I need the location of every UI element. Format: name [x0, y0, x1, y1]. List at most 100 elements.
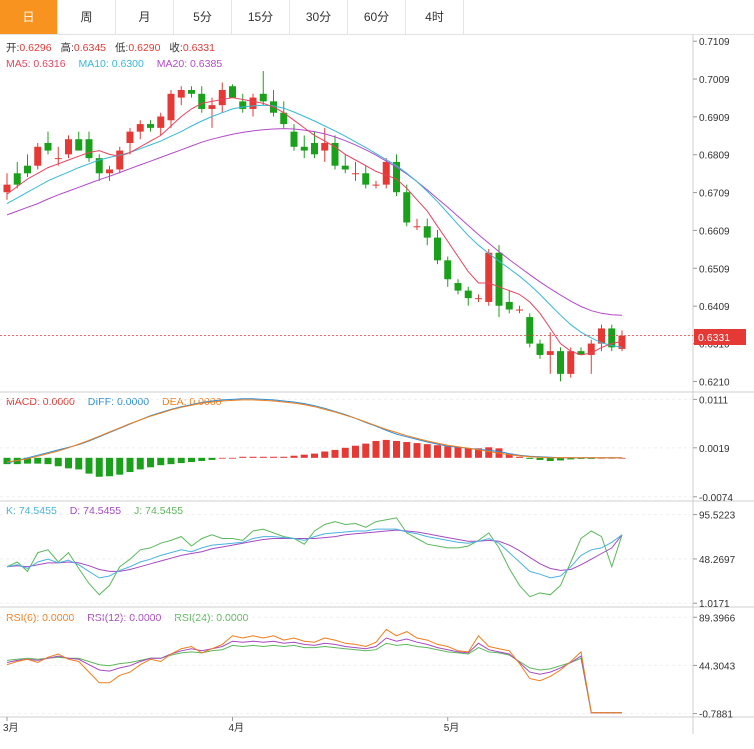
candle-body	[618, 335, 626, 349]
candle-body	[13, 173, 21, 185]
macd-bar	[382, 439, 390, 458]
candle-body	[300, 146, 308, 151]
candle-body	[362, 173, 370, 185]
candle-body	[485, 252, 493, 302]
macd-bar	[321, 451, 329, 458]
macd-dif-line	[6, 398, 622, 464]
candle-body	[106, 169, 113, 174]
candle-body	[464, 290, 472, 299]
macd-bar	[95, 457, 103, 477]
candle-body	[557, 351, 564, 374]
tab-7[interactable]: 4时	[406, 0, 464, 34]
macd-bar	[485, 447, 493, 458]
macd-bar	[505, 453, 513, 458]
kdj-tick-label: 1.0171	[699, 599, 730, 610]
candle-body	[116, 150, 124, 170]
macd-bar	[423, 444, 431, 458]
macd-bar	[444, 446, 452, 458]
macd-bar	[167, 457, 175, 465]
candle-body	[95, 158, 103, 174]
macd-bar	[393, 440, 400, 458]
candle-body	[198, 93, 206, 109]
price-tick-label: 0.6210	[699, 377, 730, 388]
candle-body	[24, 165, 31, 174]
candle-body	[382, 161, 390, 185]
macd-bar	[434, 445, 441, 458]
price-panel: 0.7109 0.7009 0.6909 0.6809 0.6709 0.6609 0.65…	[0, 37, 730, 388]
candle-body	[505, 301, 513, 310]
candle-body	[526, 317, 534, 344]
macd-bar	[454, 447, 462, 458]
kdj-j-line	[6, 517, 623, 598]
current-price-label: 0.6331	[698, 332, 730, 344]
candle-body	[188, 90, 195, 94]
candle-body	[567, 351, 575, 374]
price-tick-label: 0.7009	[699, 75, 730, 86]
macd-bar	[44, 457, 52, 465]
rsi24-line	[6, 642, 622, 714]
ma-legend: MA5: 0.6316 MA10: 0.6300 MA20: 0.6385	[6, 58, 222, 70]
kdj-panel: 95.5223 48.2697 1.0171	[0, 511, 736, 610]
kdj-legend: K: 74.5455 D: 74.5455 J: 74.5455	[6, 505, 183, 517]
price-tick-label: 0.6509	[699, 264, 730, 275]
candle-body	[341, 165, 349, 170]
macd-bar	[536, 457, 544, 460]
candle-body	[403, 192, 411, 223]
candle-body	[259, 93, 267, 102]
price-tick-label: 0.6809	[699, 151, 730, 162]
macd-dea-line	[6, 399, 622, 463]
macd-bar	[567, 457, 575, 460]
candle-body	[423, 226, 431, 238]
candle-body	[54, 158, 62, 160]
candle-body	[177, 90, 185, 98]
ma20-line	[6, 128, 623, 316]
macd-bar	[587, 457, 595, 459]
kdj-tick-label: 95.5223	[699, 511, 736, 522]
tab-2[interactable]: 月	[116, 0, 174, 34]
x-axis: 3月 4月 5月	[3, 717, 459, 734]
tab-4[interactable]: 15分	[232, 0, 290, 34]
macd-bar	[198, 457, 206, 461]
macd-bar	[372, 440, 380, 458]
candle-body	[249, 97, 257, 109]
ma10-line	[6, 104, 623, 348]
price-tick-label: 0.6609	[699, 226, 730, 237]
candle-body	[126, 131, 134, 143]
current-price-tag: 0.6331	[694, 329, 746, 345]
tab-3[interactable]: 5分	[174, 0, 232, 34]
candle-body	[516, 309, 523, 311]
macd-tick-label: -0.0074	[699, 493, 733, 504]
ohlc-legend: 开:0.6296 高:0.6345 低:0.6290 收:0.6331	[6, 41, 215, 54]
macd-bar	[352, 445, 359, 458]
tab-6[interactable]: 60分	[348, 0, 406, 34]
macd-bar	[259, 456, 267, 458]
macd-legend: MACD: 0.0000 DIFF: 0.0000 DEA: 0.0000	[6, 396, 222, 408]
price-tick-label: 0.7109	[699, 37, 730, 48]
macd-bar	[464, 448, 472, 458]
macd-bar	[475, 448, 482, 458]
candle-body	[546, 351, 554, 355]
candle-body	[454, 283, 462, 291]
macd-bar	[311, 453, 318, 458]
kdj-tick-label: 48.2697	[699, 555, 736, 566]
rsi-panel: 89.3966 44.3043 -0.7881	[0, 613, 736, 721]
macd-bar	[280, 456, 288, 458]
macd-bar	[577, 457, 585, 459]
stock-chart: 开:0.6296 高:0.6345 低:0.6290 收:0.6331 MA5:…	[0, 34, 754, 734]
x-tick-label: 4月	[229, 722, 245, 734]
candle-body	[208, 105, 216, 109]
candle-body	[44, 142, 52, 151]
price-tick-label: 0.6909	[699, 113, 730, 124]
macd-bar	[557, 457, 564, 461]
macd-bar	[136, 457, 144, 470]
macd-bar	[157, 457, 165, 466]
tab-5[interactable]: 30分	[290, 0, 348, 34]
macd-bar	[65, 457, 72, 469]
candle-body	[290, 131, 298, 147]
candle-body	[85, 139, 93, 159]
candle-body	[218, 90, 226, 106]
rsi-legend: RSI(6): 0.0000 RSI(12): 0.0000 RSI(24): …	[6, 612, 249, 624]
tab-0[interactable]: 日	[0, 0, 58, 34]
price-tick-label: 0.6310	[699, 340, 730, 351]
tab-1[interactable]: 周	[58, 0, 116, 34]
